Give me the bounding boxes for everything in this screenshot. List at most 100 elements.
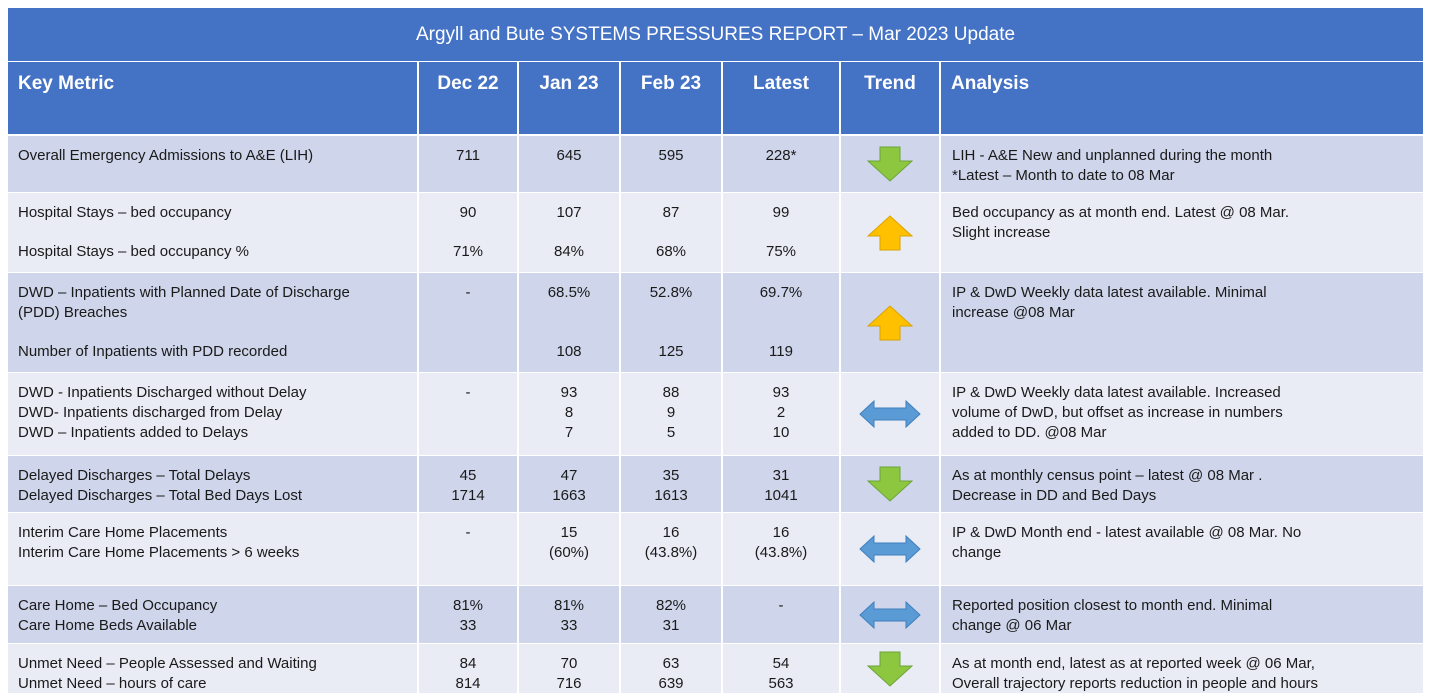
value-cell: 595: [621, 136, 721, 192]
value-cell: 93 8 7: [519, 373, 619, 455]
value-cell: 47 1663: [519, 456, 619, 512]
metric-cell: Hospital Stays – bed occupancy Hospital S…: [8, 193, 417, 272]
value-cell: -: [723, 586, 839, 643]
trend-arrow: [859, 400, 921, 428]
metric-cell: Care Home – Bed Occupancy Care Home Beds …: [8, 586, 417, 643]
value-cell: 35 1613: [621, 456, 721, 512]
cell-line: 84%: [553, 243, 585, 260]
analysis-line: added to DD. @08 Mar: [952, 424, 1107, 441]
cell-line: DWD – Inpatients added to Delays: [18, 424, 249, 441]
cell-line: -: [465, 284, 471, 301]
cell-line: 88: [662, 384, 680, 401]
cell-line: 9: [666, 404, 676, 421]
cell-line: 814: [455, 675, 481, 692]
value-cell: 645: [519, 136, 619, 192]
cell-line: 1041: [764, 487, 798, 504]
value-cell: 90 71%: [419, 193, 517, 272]
cell-line: 82%: [655, 597, 687, 614]
cell-line: -: [465, 524, 471, 541]
cell-line: 33: [459, 617, 477, 634]
cell-line: 52.8%: [649, 284, 693, 301]
trend-arrow: [867, 466, 913, 502]
cell-line: [723, 616, 839, 636]
trend-cell: [841, 644, 939, 693]
cell-line: 71%: [452, 243, 484, 260]
cell-line: 228*: [765, 147, 797, 164]
cell-line: 563: [768, 675, 794, 692]
value-cell: 81% 33: [519, 586, 619, 643]
value-cell: 16 (43.8%): [723, 513, 839, 585]
metric-cell: Interim Care Home Placements Interim Care…: [8, 513, 417, 585]
value-cell: 45 1714: [419, 456, 517, 512]
analysis-cell: Bed occupancy as at month end. Latest @ …: [941, 193, 1423, 272]
analysis-line: As at month end, latest as at reported w…: [952, 655, 1315, 672]
cell-line: 68.5%: [547, 284, 591, 301]
value-cell: 31 1041: [723, 456, 839, 512]
cell-line: 54: [772, 655, 790, 672]
cell-line: 47: [560, 467, 578, 484]
metric-cell: DWD – Inpatients with Planned Date of Di…: [8, 273, 417, 372]
cell-line: [419, 423, 517, 443]
header-cell: Analysis: [941, 62, 1423, 134]
analysis-line: LIH - A&E New and unplanned during the m…: [952, 147, 1273, 164]
value-cell: 99 75%: [723, 193, 839, 272]
cell-line: Hospital Stays – bed occupancy %: [18, 243, 249, 260]
analysis-line: As at monthly census point – latest @ 08…: [952, 467, 1263, 484]
analysis-line: Reported position closest to month end. …: [952, 597, 1273, 614]
cell-line: 31: [662, 617, 680, 634]
cell-line: Interim Care Home Placements > 6 weeks: [18, 544, 300, 561]
cell-line: 2: [776, 404, 786, 421]
analysis-line: volume of DwD, but offset as increase in…: [952, 404, 1283, 421]
value-cell: 88 9 5: [621, 373, 721, 455]
cell-line: 16: [662, 524, 680, 541]
value-cell: 228*: [723, 136, 839, 192]
trend-arrow: [867, 304, 913, 340]
cell-line: 108: [556, 343, 582, 360]
cell-line: 8: [564, 404, 574, 421]
cell-line: Hospital Stays – bed occupancy: [18, 204, 232, 221]
cell-line: Care Home – Bed Occupancy: [18, 597, 218, 614]
cell-line: 711: [456, 147, 480, 164]
header-cell: Dec 22: [419, 62, 517, 134]
cell-line: Care Home Beds Available: [18, 617, 197, 634]
cell-line: 1613: [654, 487, 688, 504]
cell-line: Number of Inpatients with PDD recorded: [18, 343, 288, 360]
cell-line: 595: [658, 147, 684, 164]
analysis-line: change @ 06 Mar: [952, 617, 1072, 634]
cell-line: 1714: [451, 487, 485, 504]
trend-arrow: [867, 651, 913, 687]
cell-line: 81%: [553, 597, 585, 614]
analysis-cell: IP & DwD Weekly data latest available. I…: [941, 373, 1423, 455]
value-cell: 15 (60%): [519, 513, 619, 585]
cell-line: 84: [459, 655, 477, 672]
trend-cell: [841, 273, 939, 372]
cell-line: 99: [772, 204, 790, 221]
value-cell: 70 716: [519, 644, 619, 693]
cell-line: (43.8%): [644, 544, 698, 561]
metric-cell: DWD - Inpatients Discharged without Dela…: [8, 373, 417, 455]
header-cell: Key Metric: [8, 62, 417, 134]
trend-arrow: [867, 146, 913, 182]
cell-line: 639: [658, 675, 684, 692]
analysis-cell: Reported position closest to month end. …: [941, 586, 1423, 643]
cell-line: 75%: [765, 243, 797, 260]
cell-line: (43.8%): [754, 544, 808, 561]
value-cell: 82% 31: [621, 586, 721, 643]
cell-line: [419, 543, 517, 563]
cell-line: DWD- Inpatients discharged from Delay: [18, 404, 283, 421]
cell-line: Delayed Discharges – Total Delays: [18, 467, 251, 484]
metric-cell: Unmet Need – People Assessed and Waiting…: [8, 644, 417, 693]
value-cell: -: [419, 273, 517, 372]
trend-cell: [841, 136, 939, 192]
analysis-line: IP & DwD Weekly data latest available. M…: [952, 284, 1267, 301]
value-cell: 69.7% 119: [723, 273, 839, 372]
cell-line: 7: [564, 424, 574, 441]
cell-line: 87: [662, 204, 680, 221]
cell-line: 5: [666, 424, 676, 441]
trend-arrow: [859, 600, 921, 629]
trend-cell: [841, 193, 939, 272]
analysis-line: change: [952, 544, 1002, 561]
trend-cell: [841, 373, 939, 455]
cell-line: 10: [772, 424, 790, 441]
value-cell: 52.8% 125: [621, 273, 721, 372]
